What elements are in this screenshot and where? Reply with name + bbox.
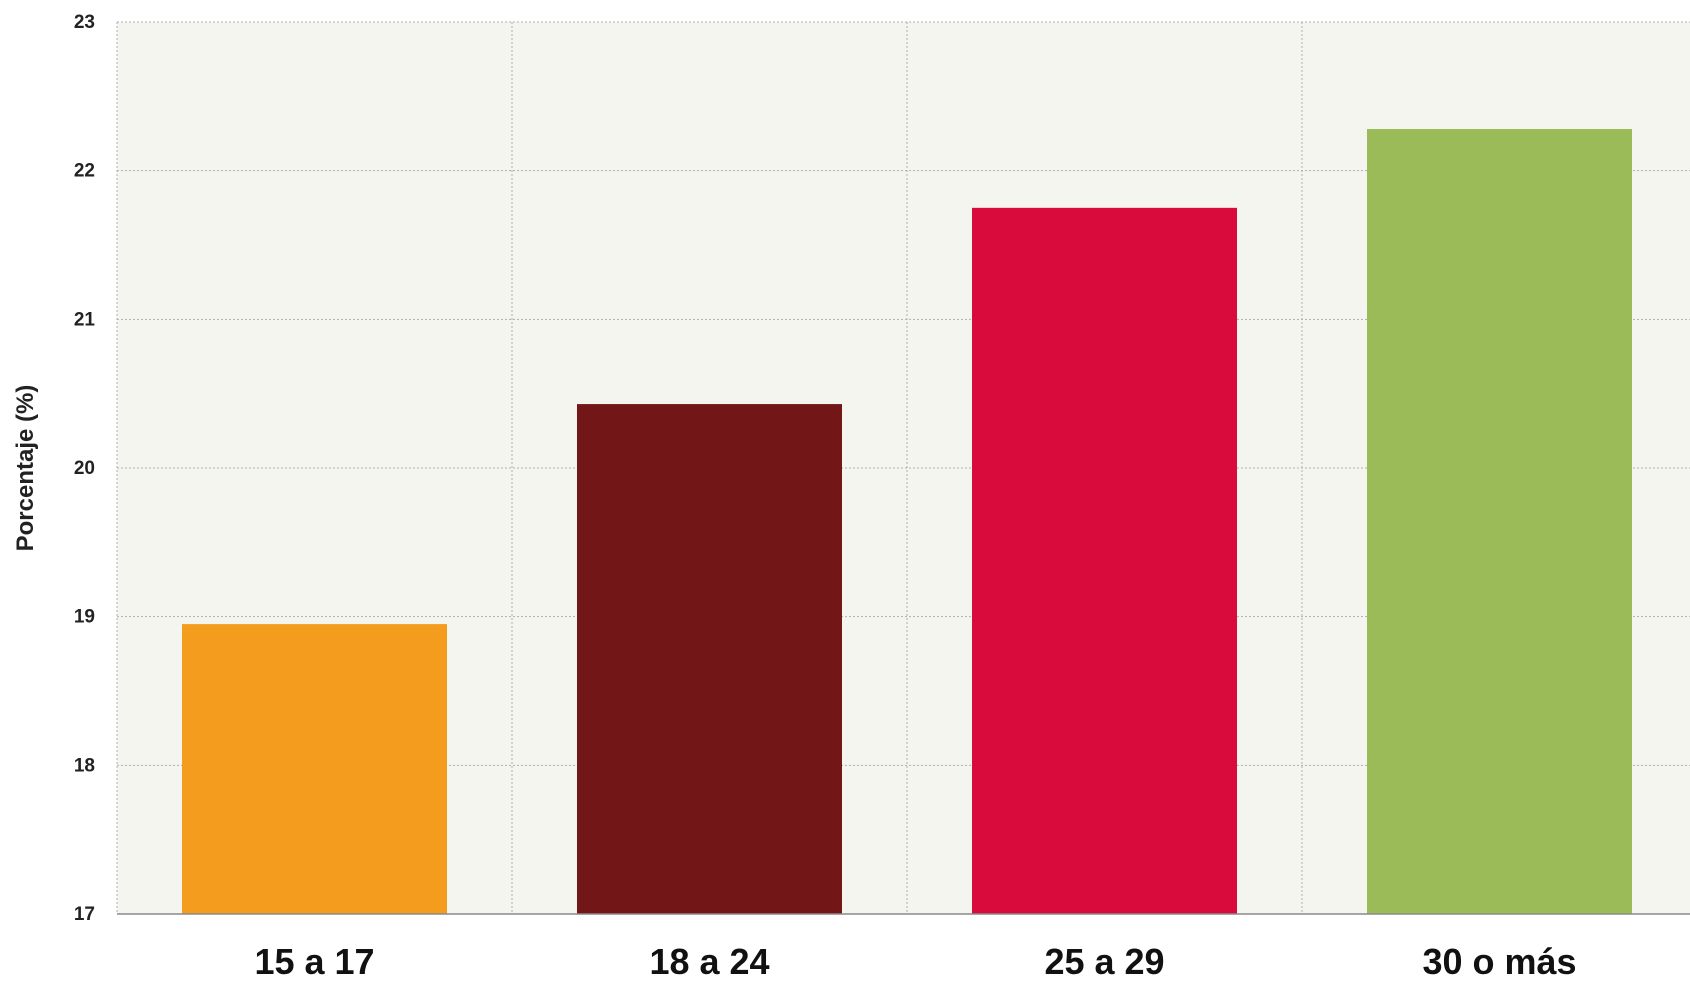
x-tick-label: 15 a 17 [254,941,374,982]
bar [1367,129,1632,915]
bar [972,207,1237,915]
x-tick-label: 25 a 29 [1044,941,1164,982]
bar [577,404,842,914]
bar [182,624,447,914]
y-axis-title: Porcentaje (%) [12,385,39,552]
bars [182,129,1632,915]
grid-lines [116,21,1690,914]
y-tick-label: 18 [74,755,95,776]
y-tick-label: 19 [74,607,95,628]
x-tick-label: 30 o más [1422,941,1576,982]
x-tick-label: 18 a 24 [649,941,769,982]
y-tick-label: 21 [74,309,96,330]
x-tick-labels: 15 a 17 18 a 24 25 a 29 30 o más [254,941,1576,982]
y-tick-label: 22 [74,161,95,182]
y-tick-label: 17 [74,904,95,925]
y-tick-labels: 17 18 19 20 21 22 23 [74,12,96,925]
y-tick-label: 23 [74,12,95,33]
y-tick-label: 20 [74,458,95,479]
